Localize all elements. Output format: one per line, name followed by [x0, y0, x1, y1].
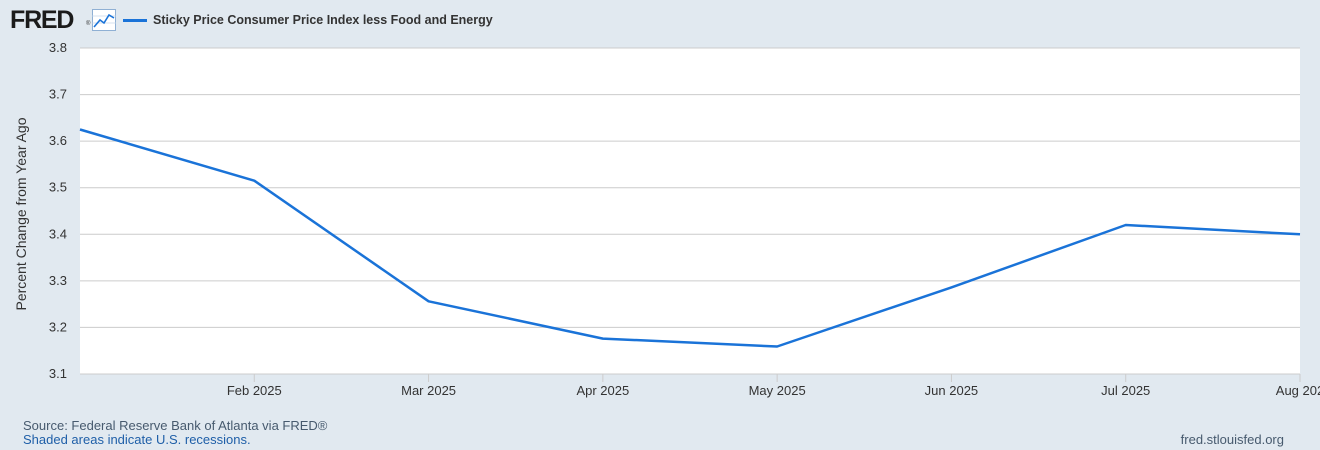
data-point[interactable] [79, 128, 82, 131]
data-point[interactable] [950, 286, 953, 289]
y-tick-label: 3.3 [49, 273, 67, 288]
fred-logo-registered-mark: ® [86, 21, 91, 27]
legend-swatch [123, 19, 147, 22]
y-axis: 3.1 3.2 3.3 3.4 3.5 3.6 3.7 3.8 [49, 40, 67, 381]
data-point[interactable] [427, 300, 430, 303]
y-tick-label: 3.1 [49, 366, 67, 381]
fred-logo[interactable]: FRED [10, 6, 74, 34]
x-tick-label: Feb 2025 [227, 383, 282, 398]
footer-recession-note[interactable]: Shaded areas indicate U.S. recessions. [23, 432, 251, 447]
x-tick-label: Jun 2025 [925, 383, 979, 398]
data-point[interactable] [253, 179, 256, 182]
footer-url[interactable]: fred.stlouisfed.org [1180, 432, 1284, 447]
y-tick-label: 3.8 [49, 40, 67, 55]
x-tick-label: Mar 2025 [401, 383, 456, 398]
data-point[interactable] [1124, 223, 1127, 226]
x-axis: Feb 2025 Mar 2025 Apr 2025 May 2025 Jun 2025… [80, 373, 1320, 398]
y-axis-label: Percent Change from Year Ago [13, 117, 29, 310]
y-tick-label: 3.5 [49, 180, 67, 195]
y-tick-label: 3.7 [49, 87, 67, 102]
footer-source: Source: Federal Reserve Bank of Atlanta … [23, 418, 328, 433]
series-lines [79, 128, 1302, 348]
chart-line-icon [92, 9, 116, 31]
y-tick-label: 3.2 [49, 319, 67, 334]
series-line[interactable] [79, 128, 1301, 348]
data-point[interactable] [776, 345, 779, 348]
data-point[interactable] [601, 337, 604, 340]
y-tick-label: 3.4 [49, 226, 67, 241]
y-tick-label: 3.6 [49, 133, 67, 148]
x-tick-label: Jul 2025 [1101, 383, 1150, 398]
data-point[interactable] [1299, 233, 1302, 236]
plot-area [80, 48, 1300, 374]
x-tick-label: Apr 2025 [576, 383, 629, 398]
x-tick-label: May 2025 [749, 383, 806, 398]
chart-header: FRED ® Sticky Price Consumer Price Index… [0, 0, 1320, 44]
x-tick-label: Aug 202 [1276, 383, 1320, 398]
grid [80, 47, 1300, 375]
legend-label: Sticky Price Consumer Price Index less F… [153, 13, 493, 27]
